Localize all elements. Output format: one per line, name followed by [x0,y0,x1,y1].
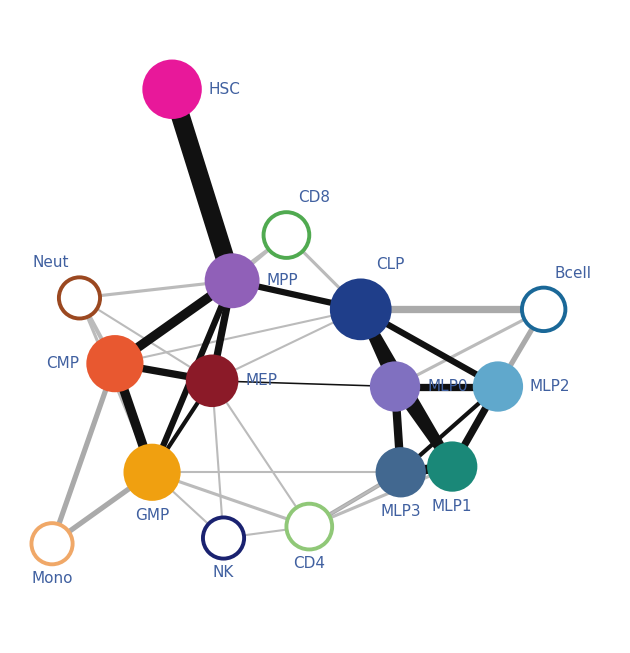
Circle shape [32,523,72,564]
Circle shape [370,361,420,411]
Circle shape [375,447,426,498]
Text: HSC: HSC [209,82,241,97]
Circle shape [123,443,181,501]
Circle shape [472,361,523,411]
Text: NK: NK [213,565,234,581]
Circle shape [59,278,100,319]
Text: MLP3: MLP3 [381,504,421,519]
Text: Neut: Neut [33,255,69,270]
Circle shape [142,59,202,119]
Text: Mono: Mono [32,571,73,586]
Circle shape [205,253,260,308]
Circle shape [263,212,309,258]
Text: CMP: CMP [47,356,79,371]
Circle shape [203,517,244,558]
Text: MLP1: MLP1 [432,499,472,513]
Text: GMP: GMP [135,508,169,522]
Text: MLP2: MLP2 [530,379,570,394]
Circle shape [186,355,238,407]
Circle shape [427,441,478,492]
Circle shape [287,503,332,549]
Text: Bcell: Bcell [554,266,592,281]
Circle shape [522,287,565,331]
Text: MLP0: MLP0 [427,379,467,394]
Text: MPP: MPP [266,273,298,288]
Text: CD8: CD8 [298,190,330,205]
Circle shape [330,278,392,340]
Text: MEP: MEP [245,374,277,389]
Text: CLP: CLP [376,257,404,272]
Text: CD4: CD4 [294,556,325,571]
Circle shape [86,335,144,392]
